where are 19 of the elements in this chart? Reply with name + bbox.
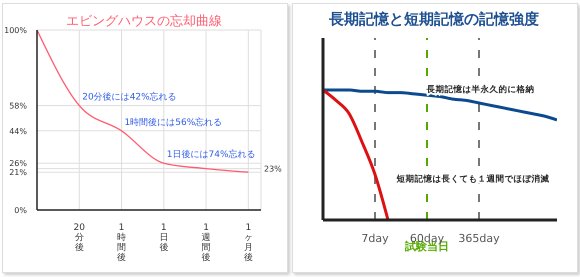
chart-title: エビングハウスの忘却曲線 — [66, 14, 222, 29]
chart-title: 長期記憶と短期記憶の記憶強度 — [328, 10, 540, 29]
y-tick-label: 44% — [9, 126, 28, 136]
annotation: 1日後には74%忘れる — [166, 149, 256, 160]
x-tick-label: 20分後 — [74, 223, 86, 253]
x-tick-label: 1週間後 — [202, 223, 211, 263]
y-tick-label: 21% — [9, 168, 28, 178]
annotation: 1時間後には56%忘れる — [124, 116, 222, 128]
y-tick-label: 100% — [4, 26, 28, 35]
x-tick-label: 1ヶ月後 — [244, 223, 253, 263]
y-tick-label: 26% — [9, 159, 28, 168]
x-tick-label: 1日後 — [159, 223, 168, 253]
ref-line-label: 23% — [264, 164, 282, 174]
y-tick-label: 58% — [9, 102, 28, 111]
x-tick-label: 1時間後 — [117, 223, 126, 263]
y-tick-label: 0% — [14, 206, 28, 215]
x-tick-label: 365day — [458, 232, 500, 245]
annotation: 20分後には42%忘れる — [82, 92, 177, 103]
x-tick-label: 7day — [361, 232, 390, 245]
